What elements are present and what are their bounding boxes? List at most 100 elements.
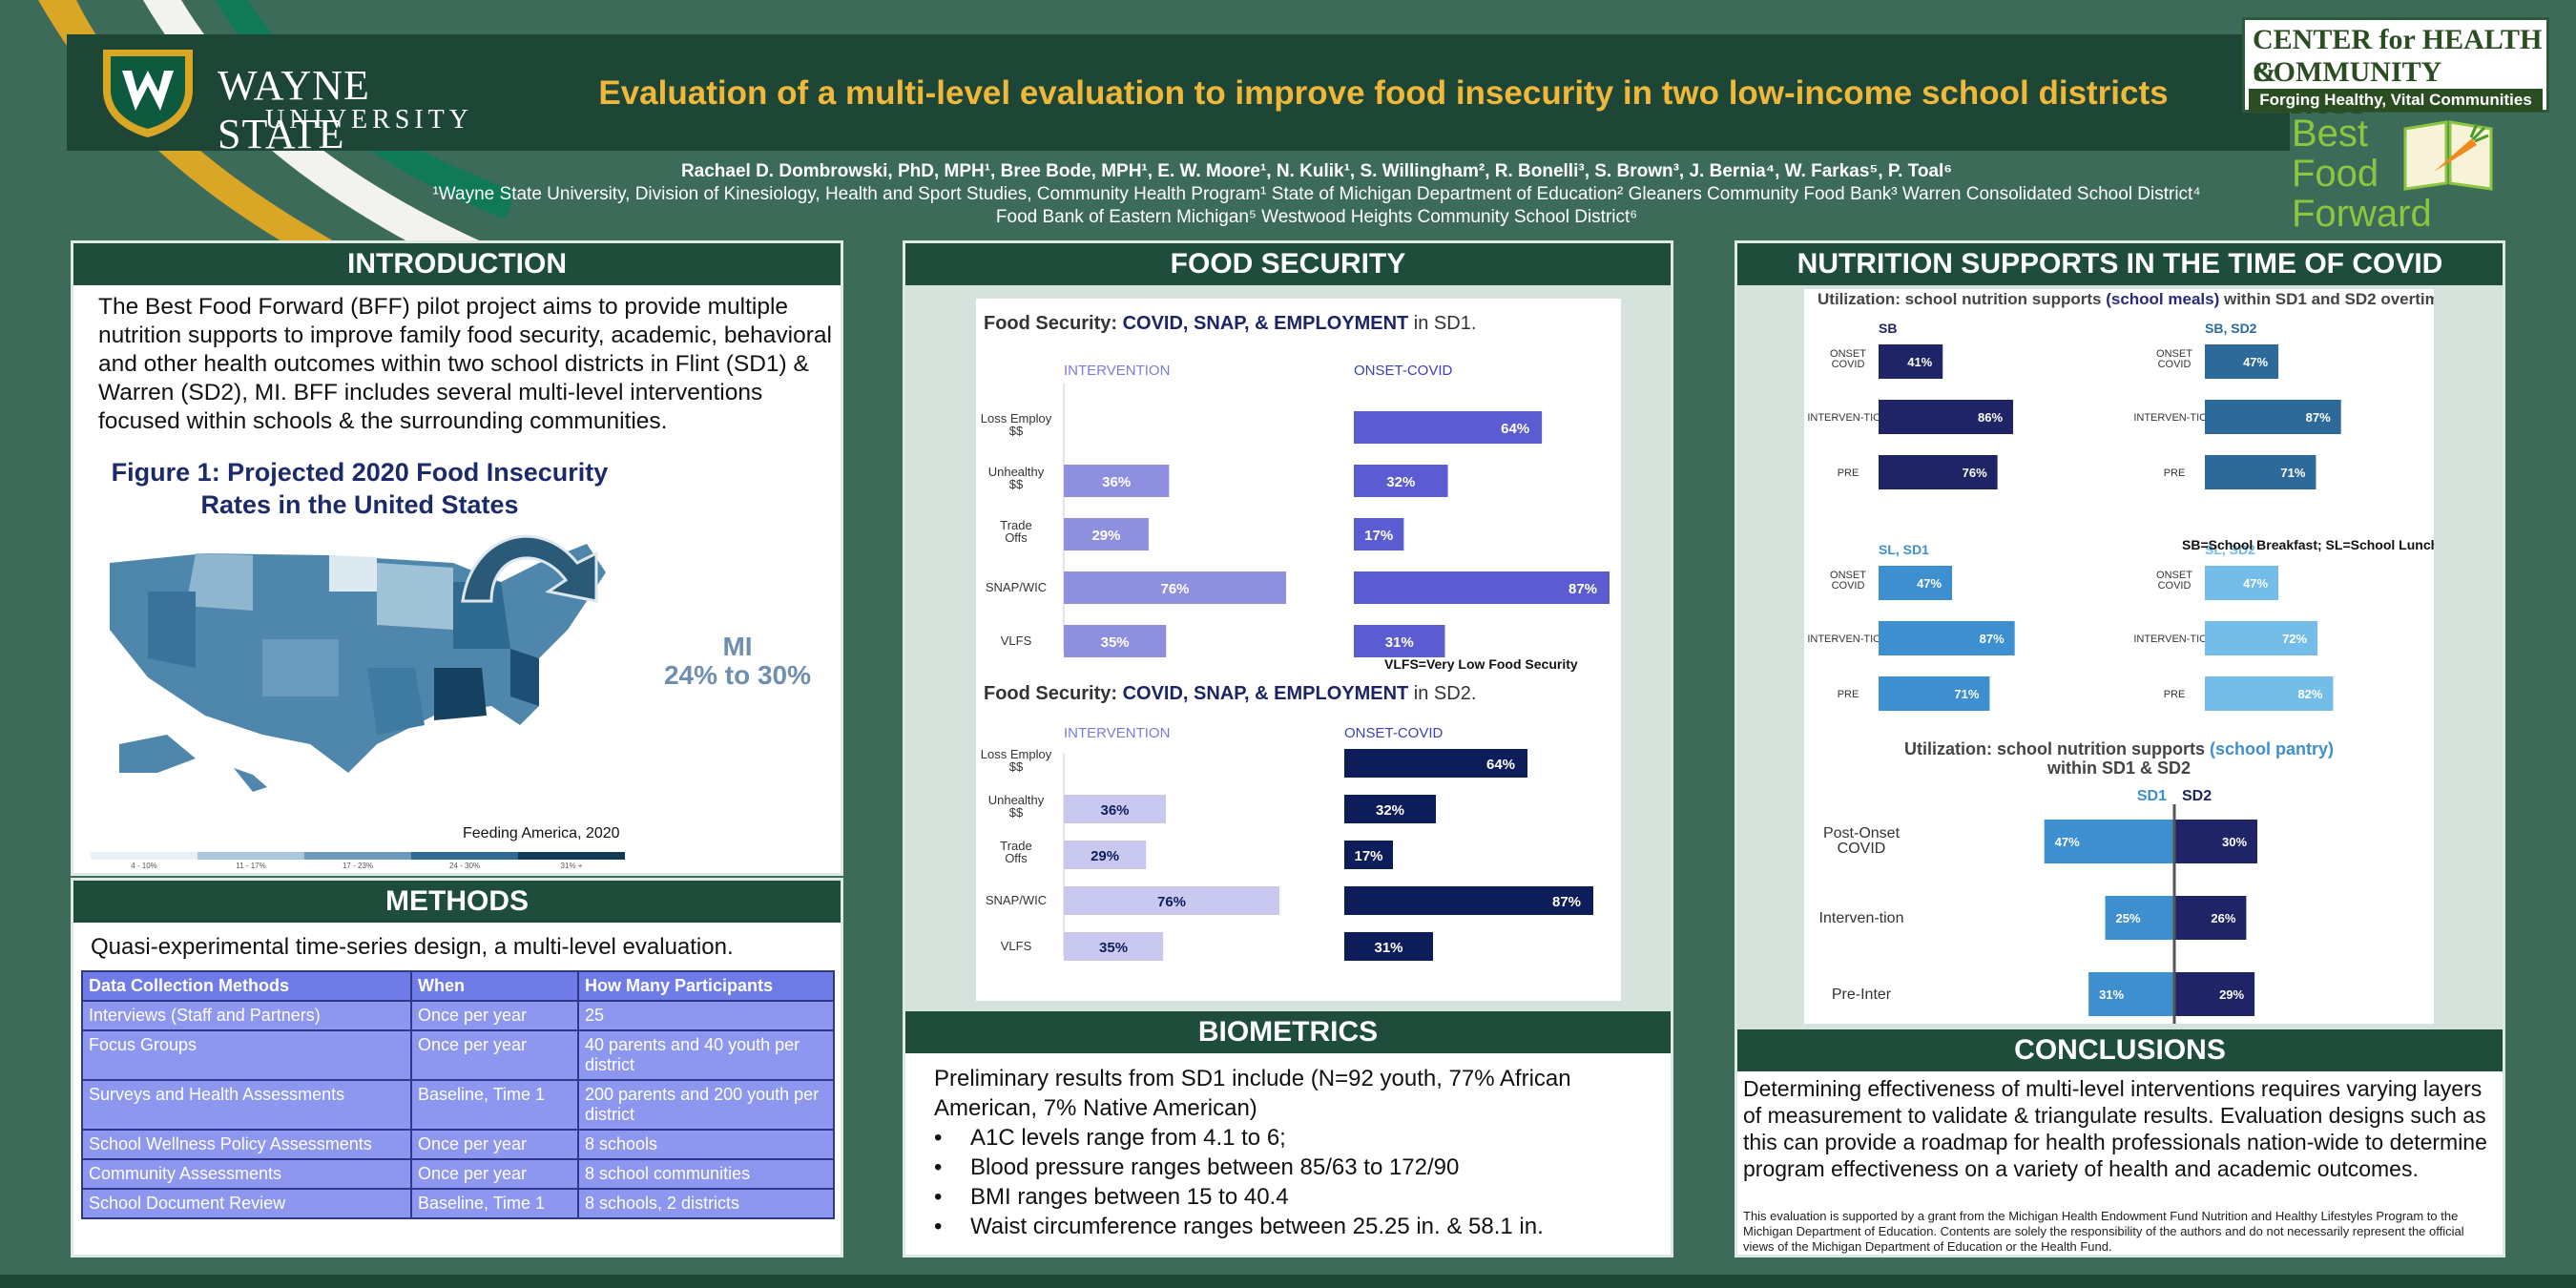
chci-tagline: Forging Healthy, Vital Communities [2249, 89, 2543, 112]
bar [1344, 932, 1433, 961]
bar [1344, 886, 1593, 915]
bar [2205, 566, 2279, 600]
bar [2205, 344, 2279, 379]
bullet-text: Waist circumference ranges between 25.25… [970, 1214, 1544, 1239]
data-label: 71% [2280, 466, 2305, 480]
author-names: Rachael D. Dombrowski, PhD, MPH¹, Bree B… [680, 161, 1953, 181]
bullet-text: A1C levels range from 4.1 to 6; [970, 1125, 1286, 1151]
bar [1879, 566, 1953, 600]
bar [1344, 841, 1393, 869]
michigan-range: 24% to 30% [663, 660, 812, 690]
biometrics-intro: Preliminary results from SD1 include (N=… [934, 1066, 1571, 1121]
bar [1354, 625, 1445, 657]
list-item: • BMI ranges between 15 to 40.4 [934, 1184, 1289, 1210]
us-food-insecurity-figure: Figure 1: Projected 2020 Food Insecurity… [81, 448, 638, 870]
bar [1879, 400, 2014, 434]
category-label: INTERVEN-TION [1807, 412, 1888, 424]
data-label: 31% [1374, 940, 1402, 956]
list-item: • A1C levels range from 4.1 to 6; [934, 1125, 1286, 1151]
bar [1354, 411, 1543, 444]
table-cell: Interviews (Staff and Partners) [81, 1000, 412, 1031]
list-item: • Waist circumference ranges between 25.2… [934, 1214, 1544, 1239]
poster-title: Evaluation of a multi-level evaluation t… [598, 74, 2169, 112]
bar [1064, 932, 1164, 961]
food-security-charts: Food Security: COVID, SNAP, & EMPLOYMENT… [976, 299, 1621, 1001]
arrow-to-michigan-icon [461, 534, 598, 603]
category-label: INTERVEN-TION [1807, 634, 1888, 645]
data-label: 25% [2115, 911, 2140, 925]
bar [1344, 795, 1436, 823]
legend-label: 11 - 17% [236, 862, 266, 870]
data-label: 76% [1157, 894, 1186, 910]
header-band [67, 34, 2290, 151]
bar [1879, 621, 2015, 655]
category-label: ONSET COVID [1830, 348, 1866, 370]
category-label: Trade Offs [1000, 518, 1031, 545]
data-label: 32% [1386, 474, 1415, 490]
category-label: ONSET COVID [2156, 348, 2192, 370]
wayne-state-shield-icon [103, 50, 193, 137]
bar [1354, 465, 1448, 497]
data-label: 64% [1501, 421, 1529, 437]
data-label: 72% [2282, 632, 2307, 646]
michigan-callout: MI 24% to 30% [642, 633, 833, 696]
affiliations-line-1: ¹Wayne State University, Division of Kin… [432, 184, 2201, 204]
legend-label: 31% + [560, 862, 583, 870]
affiliations-line-2: Food Bank of Eastern Michigan⁵ Westwood … [995, 207, 1638, 227]
list-item: • Blood pressure ranges between 85/63 to … [934, 1154, 1460, 1180]
data-label: 36% [1102, 474, 1131, 490]
data-label: 26% [2211, 911, 2235, 925]
chci-logo: CENTER for HEALTH & COMMUNITY IMPACT For… [2242, 17, 2549, 120]
wayne-state-logo: WAYNE STATE UNIVERSITY [95, 44, 506, 157]
bar [1064, 465, 1170, 497]
category-label: INTERVEN-TION [2133, 412, 2214, 424]
data-label: 35% [1099, 940, 1128, 956]
table-cell: Once per year [410, 1158, 579, 1190]
biometrics-section: BIOMETRICS [905, 1011, 1671, 1053]
category-label: Loss Employ $$ [981, 747, 1052, 774]
bar [2174, 972, 2255, 1016]
series-label: SD1 [2137, 788, 2167, 804]
data-label: 71% [1954, 687, 1979, 701]
map-legend-bar [91, 852, 625, 860]
figure-title: Figure 1: Projected 2020 Food Insecurity… [111, 458, 609, 519]
table-row: Interviews (Staff and Partners) Once per … [81, 1000, 835, 1031]
data-label: 86% [1978, 410, 2003, 425]
food-security-panel: FOOD SECURITY Food Security: COVID, SNAP… [903, 240, 1673, 1257]
pantry-chart-title-2: within SD1 & SD2 [2046, 758, 2191, 778]
introduction-panel: INTRODUCTION The Best Food Forward (BFF)… [71, 240, 843, 876]
panel-title: SL, SD2 [2205, 542, 2255, 557]
table-cell: Baseline, Time 1 [410, 1188, 579, 1219]
bar [1879, 455, 1998, 489]
series-label: INTERVENTION [1064, 725, 1170, 741]
chart-title: Food Security: COVID, SNAP, & EMPLOYMENT… [984, 313, 1476, 334]
legend-label: 24 - 30% [448, 862, 481, 870]
conclusions-section: CONCLUSIONS [1737, 1029, 2503, 1071]
table-row: Community Assessments Once per year 8 scho… [81, 1158, 835, 1190]
bar [1064, 841, 1147, 869]
data-label: 29% [2219, 987, 2244, 1002]
table-cell: 8 school communities [577, 1158, 835, 1190]
data-label: 47% [1917, 576, 1942, 591]
category-label: Unhealthy $$ [988, 793, 1045, 820]
category-label: ONSET COVID [2156, 570, 2192, 592]
meals-chart-title: Utilization: school nutrition supports (… [1818, 290, 2434, 308]
panel-title: SB [1879, 321, 1897, 336]
bar [1344, 749, 1527, 778]
data-label: 87% [1980, 632, 2005, 646]
series-label: SD2 [2182, 788, 2212, 804]
panel-title: SB, SD2 [2205, 321, 2257, 336]
data-label: 31% [1385, 634, 1414, 651]
data-label: 41% [1907, 355, 1932, 369]
series-label: INTERVENTION [1064, 363, 1170, 379]
data-label: 76% [1963, 466, 1987, 480]
data-label: 36% [1101, 802, 1130, 819]
bar [1064, 886, 1279, 915]
nutrition-panel: NUTRITION SUPPORTS IN THE TIME OF COVID … [1735, 240, 2505, 1257]
nutrition-charts: Utilization: school nutrition supports (… [1804, 289, 2434, 1024]
bar [2205, 400, 2341, 434]
category-label: PRE [2164, 467, 2186, 479]
table-cell: 8 schools [577, 1129, 835, 1160]
data-label: 47% [2055, 835, 2080, 849]
category-label: SNAP/WIC [986, 580, 1047, 594]
